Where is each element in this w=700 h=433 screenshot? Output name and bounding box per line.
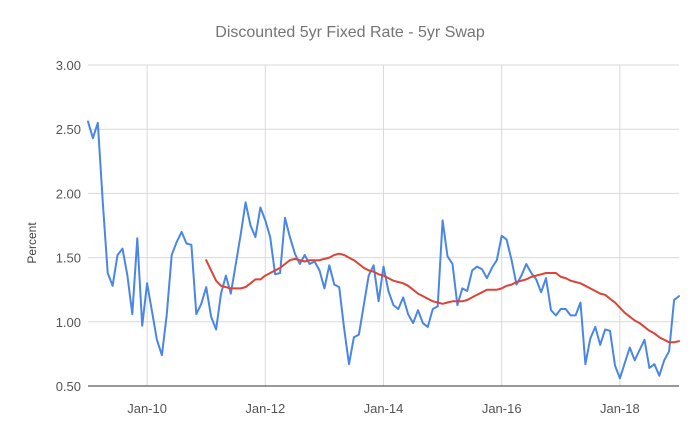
y-tick-label: 2.50 <box>56 122 81 137</box>
x-tick-label: Jan-10 <box>127 401 167 416</box>
x-tick-labels: Jan-10 Jan-12 Jan-14 Jan-16 Jan-18 <box>127 401 640 416</box>
y-tick-label: 1.50 <box>56 251 81 266</box>
chart-title: Discounted 5yr Fixed Rate - 5yr Swap <box>215 24 485 41</box>
x-tick-label: Jan-12 <box>245 401 285 416</box>
y-tick-label: 3.00 <box>56 58 81 73</box>
y-tick-label: 0.50 <box>56 379 81 394</box>
series-lines <box>87 120 680 380</box>
x-tick-label: Jan-14 <box>364 401 404 416</box>
series-line-2 <box>205 252 680 344</box>
y-axis-label: Percent <box>25 222 39 264</box>
y-tick-labels: 0.50 1.00 1.50 2.00 2.50 3.00 <box>56 58 81 394</box>
y-tick-label: 2.00 <box>56 186 81 201</box>
x-tick-label: Jan-18 <box>600 401 640 416</box>
x-tick-label: Jan-16 <box>482 401 522 416</box>
series-line-1 <box>87 120 680 380</box>
y-tick-label: 1.00 <box>56 315 81 330</box>
x-gridlines <box>146 65 621 386</box>
